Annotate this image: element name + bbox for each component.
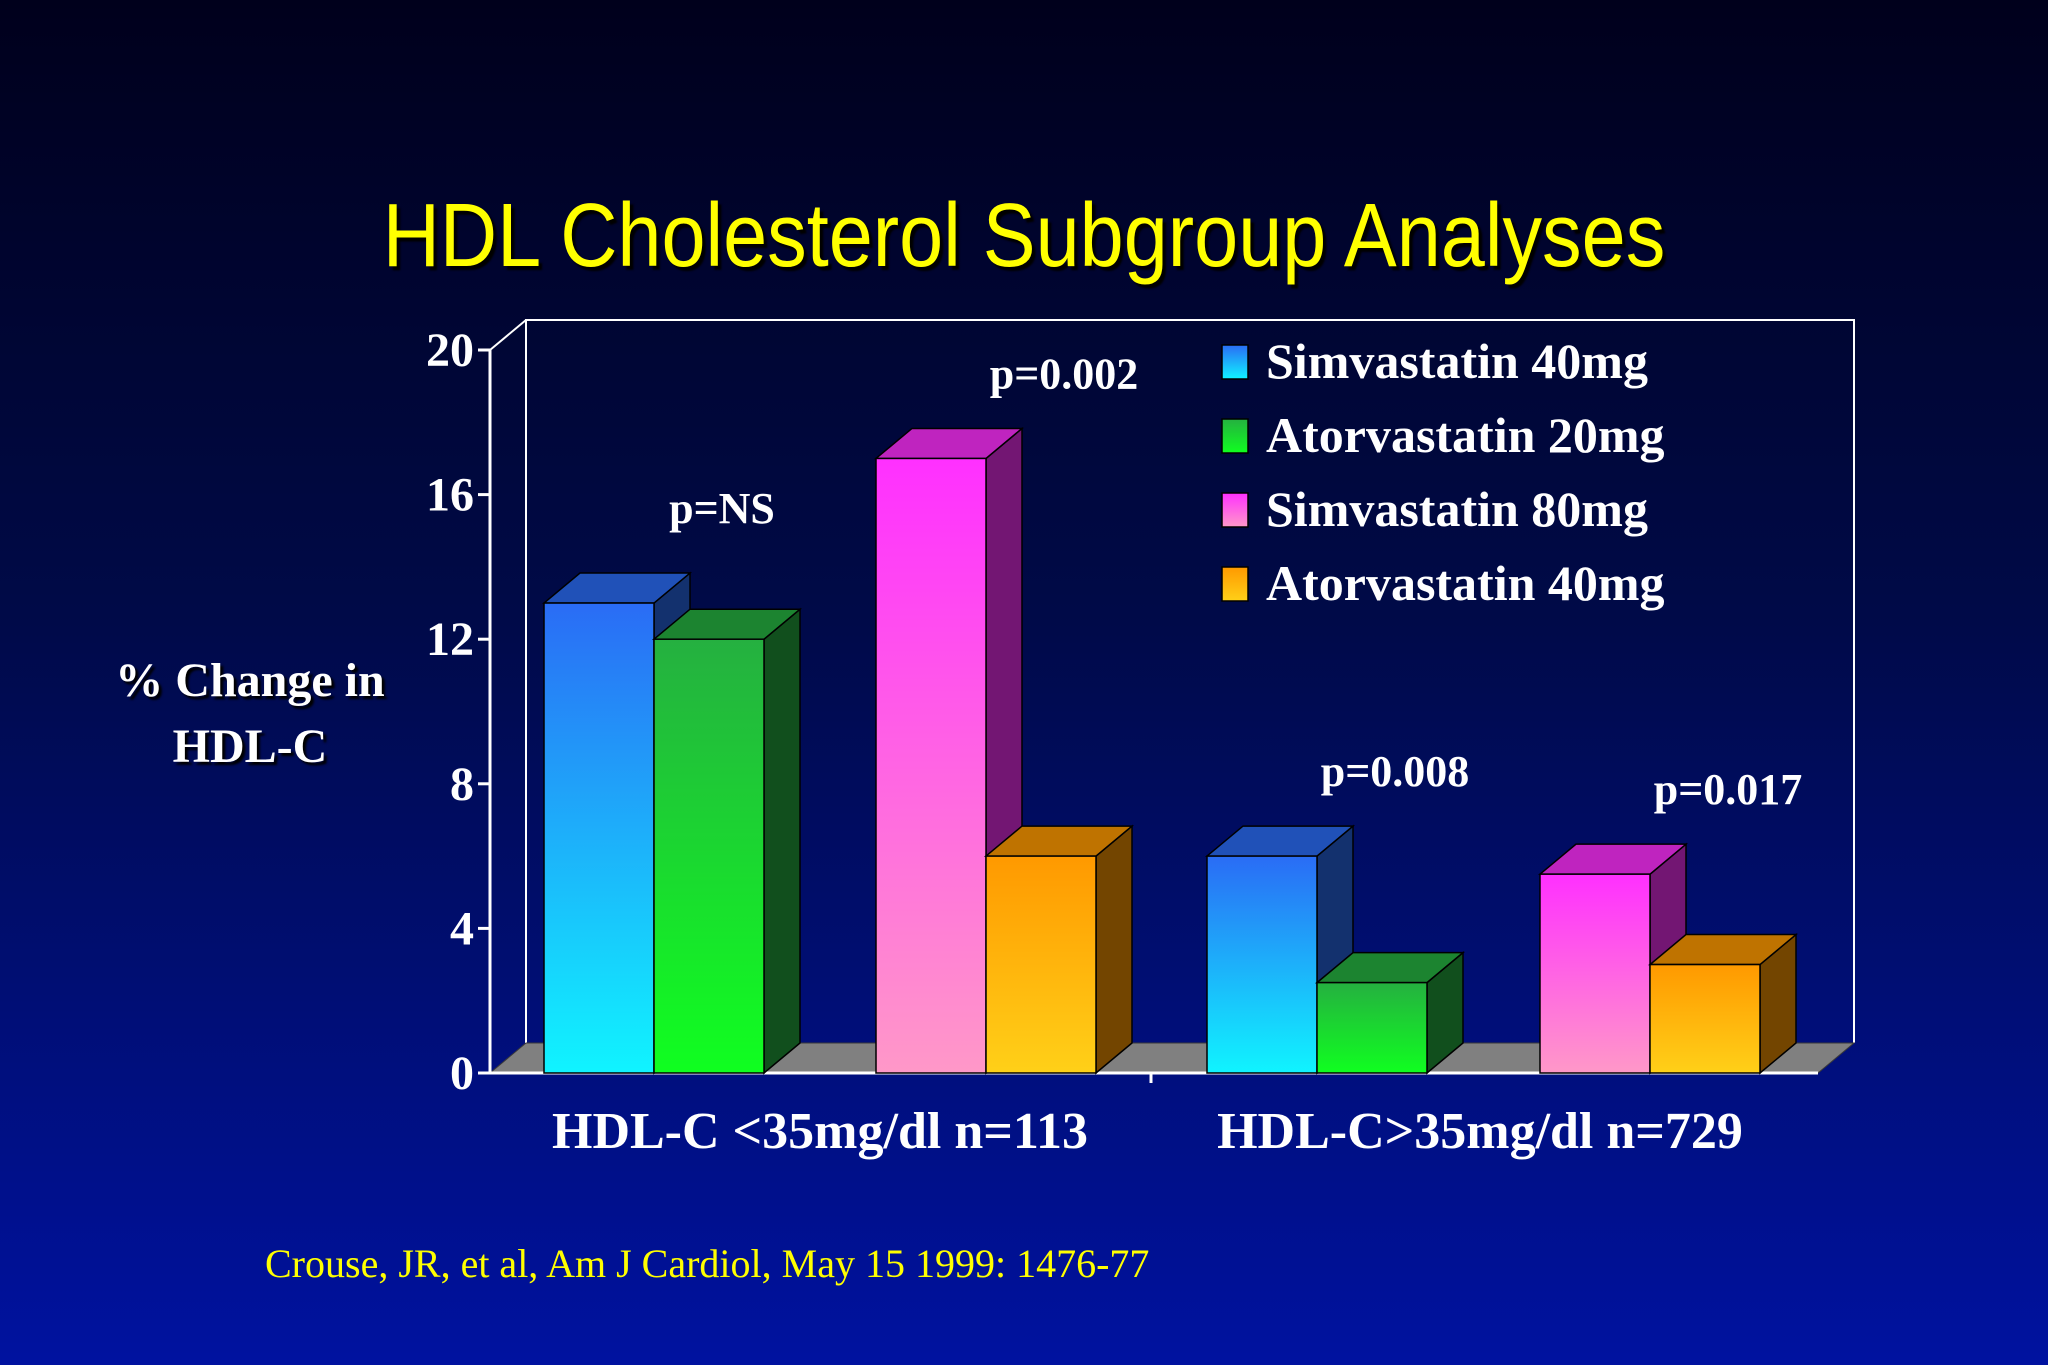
bar-front [653,638,765,1074]
bar-front [1206,855,1318,1074]
bar [983,824,1135,1075]
y-tick-label: 4 [450,902,474,955]
y-axis-label-line-2: HDL-C [172,720,328,773]
legend-label: Simvastatin 80mg [1266,481,1648,537]
bar [873,426,1025,1075]
legend: Simvastatin 40mg Atorvastatin 20mg Simvast… [1221,333,1665,611]
bar [1647,932,1799,1075]
bar-front [543,602,655,1074]
p-value-annotation: p=0.017 [1654,765,1803,814]
p-value-annotation: p=NS [669,484,775,533]
bar [1314,951,1466,1075]
bar-front [875,457,987,1074]
p-value-annotation: p=0.002 [990,349,1139,398]
chart-back-wall [525,319,1855,1043]
labels: HDL-C <35mg/dl n=113 HDL-C>35mg/dl n=729 p… [552,349,1802,1160]
y-axis: 0 4 8 12 16 20 [426,324,492,1100]
legend-swatch [1221,566,1249,602]
source-citation: Crouse, JR, et al, Am J Cardiol, May 15 … [265,1241,1150,1286]
bars [541,426,1799,1075]
bar [1204,824,1356,1075]
y-tick-label: 16 [426,469,474,522]
legend-label: Atorvastatin 40mg [1266,555,1665,611]
bar [651,607,803,1075]
bar-front [1539,873,1651,1074]
legend-swatch [1221,344,1249,380]
y-tick-label: 12 [426,613,474,666]
y-tick-label: 0 [450,1047,474,1100]
p-value-annotation: p=0.008 [1321,747,1470,796]
chart-title: HDL Cholesterol Subgroup Analyses [382,186,1666,286]
x-category-label: HDL-C <35mg/dl n=113 [552,1103,1088,1160]
legend-label: Atorvastatin 20mg [1266,407,1665,463]
bar-front [1316,981,1428,1074]
bar-front [1649,963,1761,1074]
frame-edge [489,319,527,351]
x-category-label: HDL-C>35mg/dl n=729 [1217,1103,1743,1160]
legend-label: Simvastatin 40mg [1266,333,1648,389]
y-axis-label: % Change in HDL-C [60,648,440,780]
legend-swatch [1221,418,1249,454]
legend-swatch [1221,492,1249,528]
y-tick-label: 8 [450,758,474,811]
y-tick-label: 20 [426,324,474,377]
bar-front [985,855,1097,1074]
y-axis-label-line-1: % Change in [115,654,385,707]
bar-side [1095,824,1133,1075]
bar-side [763,607,801,1075]
